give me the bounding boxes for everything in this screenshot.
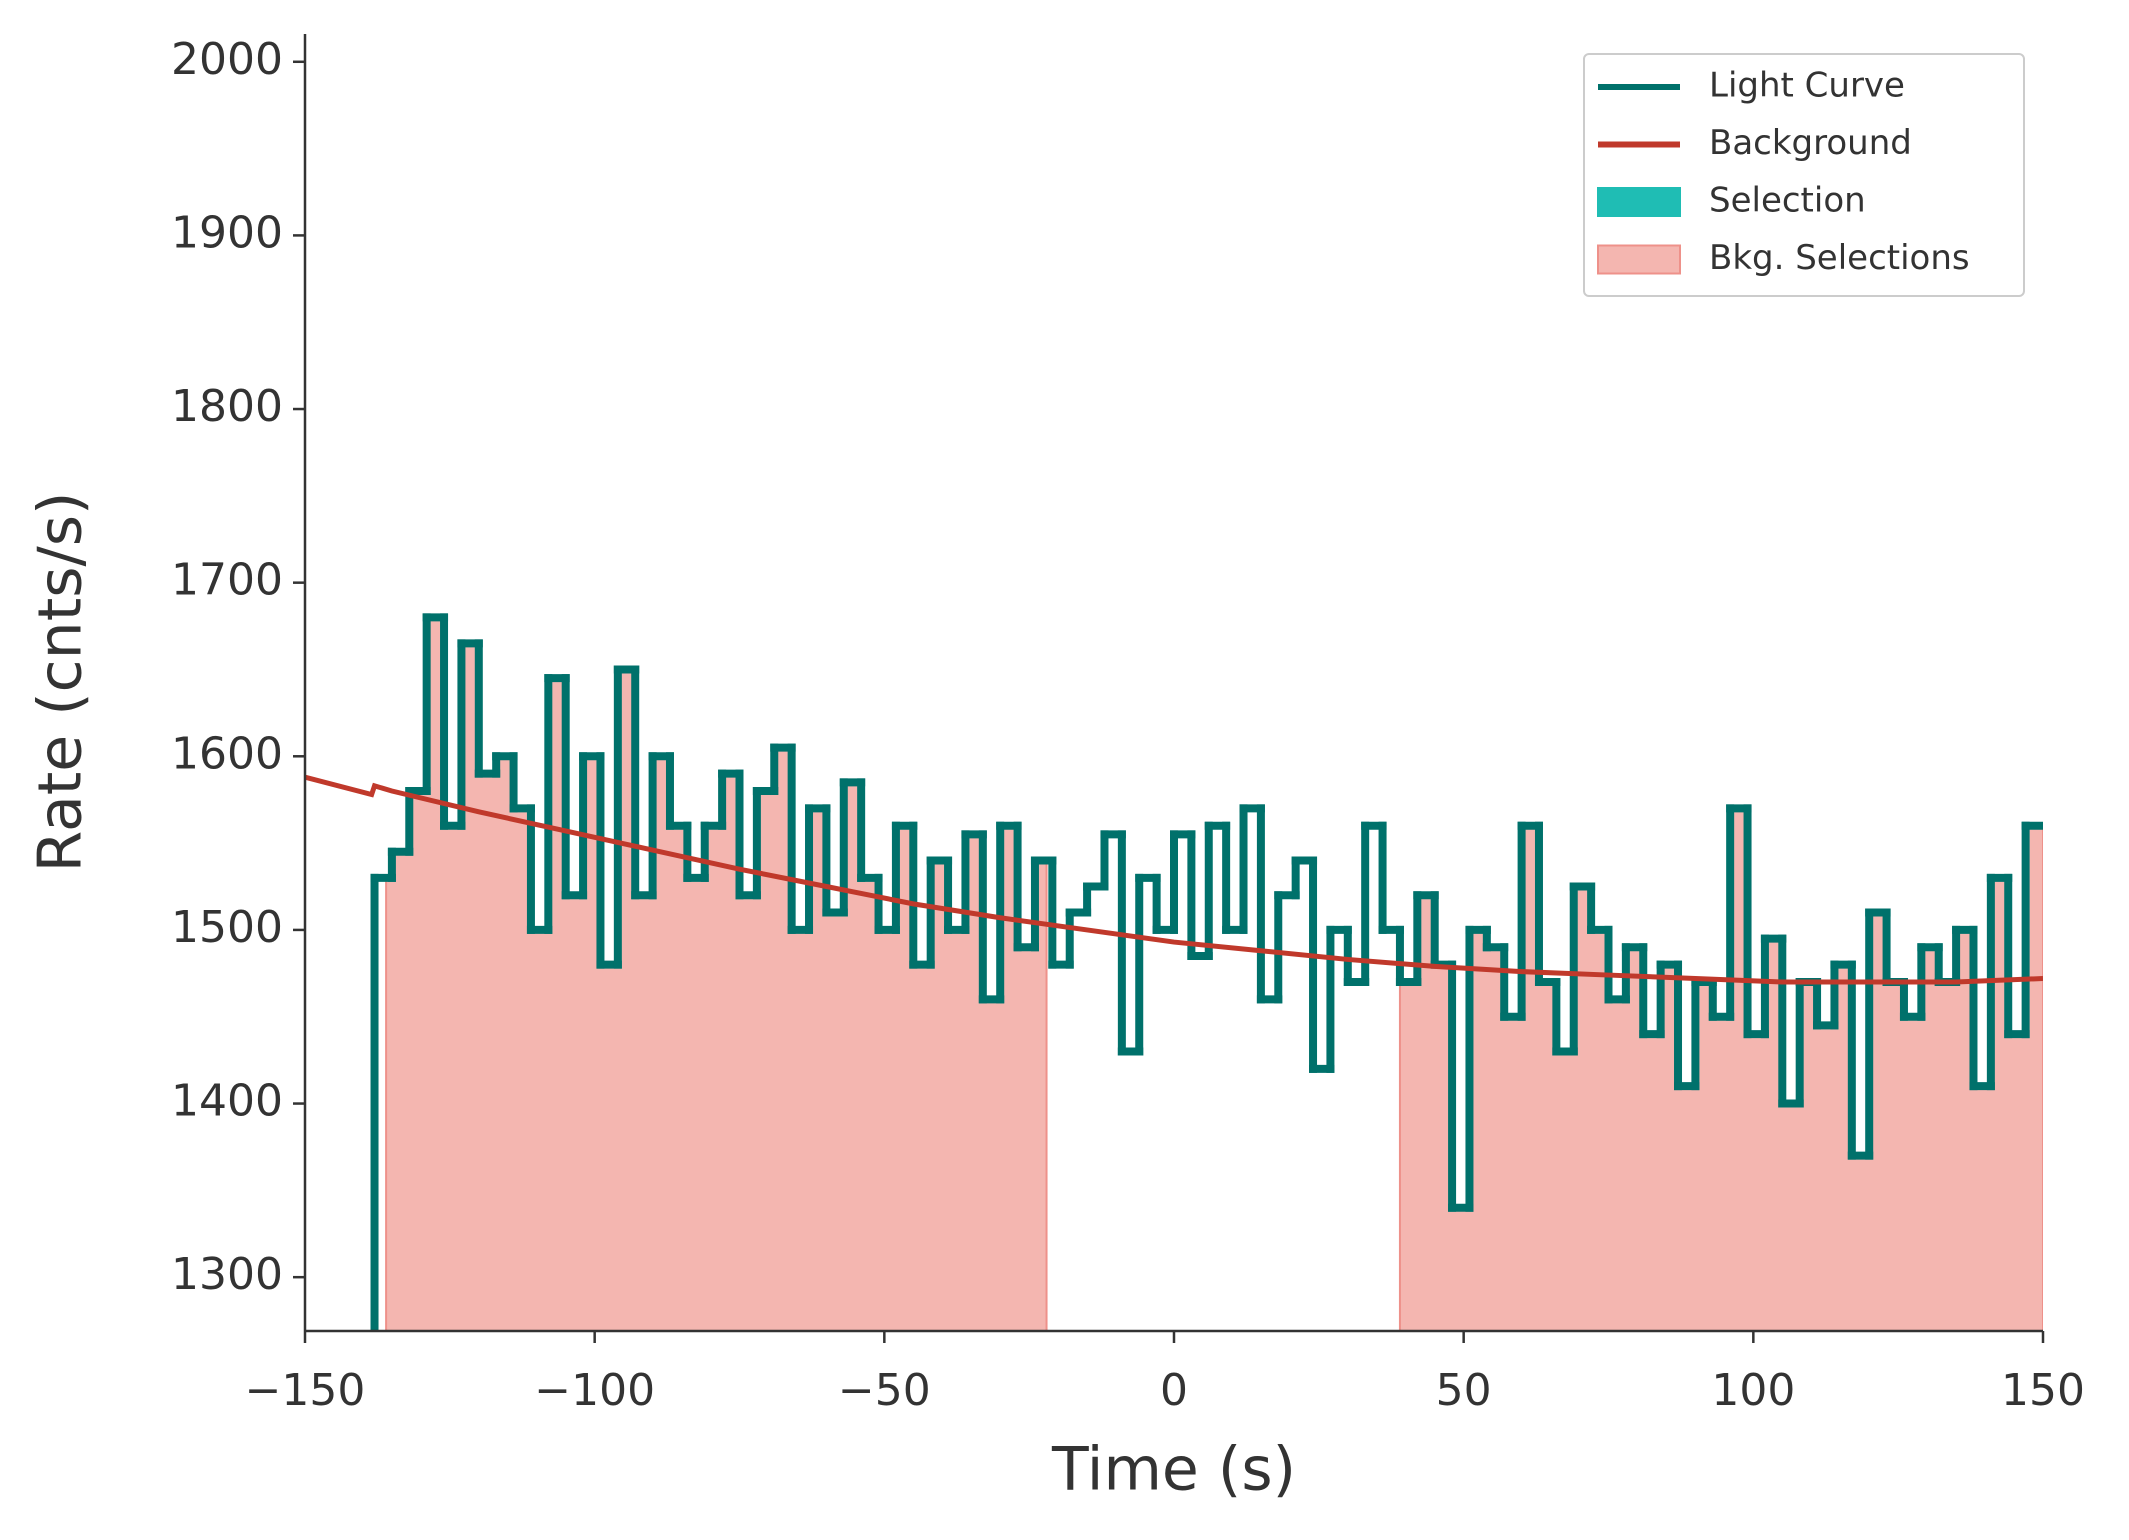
legend-box xyxy=(1583,53,2025,297)
plot-area xyxy=(305,613,2043,1331)
bkg-selection-area xyxy=(1817,1025,1835,1331)
y-tick-label: 1300 xyxy=(171,1249,283,1300)
bkg-selection-area xyxy=(913,964,932,1331)
bkg-selection-area xyxy=(1486,947,1505,1331)
bkg-selection-area xyxy=(444,825,462,1331)
bkg-selection-area xyxy=(1643,1034,1662,1331)
x-axis-label: Time (s) xyxy=(1051,1435,1296,1505)
x-tick-label: 0 xyxy=(1160,1365,1188,1416)
y-tick-label: 2000 xyxy=(171,34,283,85)
bkg-selection-area xyxy=(565,895,584,1331)
x-tick-label: −50 xyxy=(838,1365,931,1416)
bkg-selection-area xyxy=(756,791,775,1331)
x-tick-label: −100 xyxy=(534,1365,655,1416)
bkg-selection-area xyxy=(739,895,758,1331)
bkg-selection-area xyxy=(530,929,549,1331)
x-tick-label: −150 xyxy=(245,1365,366,1416)
y-tick-label: 1500 xyxy=(171,902,283,953)
y-axis-label: Rate (cnts/s) xyxy=(26,492,96,873)
bkg-selection-area xyxy=(386,877,393,1331)
bkg-selection-area xyxy=(1869,912,1888,1331)
bkg-selection-area xyxy=(948,929,966,1331)
bkg-selection-area xyxy=(930,860,949,1331)
legend-label: Bkg. Selections xyxy=(1709,238,1970,278)
x-tick-label: 150 xyxy=(2001,1365,2085,1416)
bkg-selection-area xyxy=(843,782,862,1331)
bkg-selection-area xyxy=(1538,982,1557,1331)
bkg-selection-area xyxy=(809,808,827,1331)
bkg-selection-area xyxy=(704,825,723,1331)
bkg-selection-area xyxy=(1921,947,1940,1331)
bkg-selection-area xyxy=(1625,947,1644,1331)
bkg-selection-area xyxy=(1973,1086,1992,1331)
bkg-selection-area xyxy=(1712,1016,1731,1331)
bkg-selection-area xyxy=(409,791,428,1331)
bkg-selection-area xyxy=(1452,1207,1470,1331)
legend-label: Selection xyxy=(1709,181,1866,221)
bkg-selection-area xyxy=(1695,982,1714,1331)
bkg-selection-area xyxy=(1903,1016,1922,1331)
bkg-selection-area xyxy=(496,756,515,1331)
bkg-selection-area xyxy=(1399,982,1418,1331)
y-tick-label: 1400 xyxy=(171,1076,283,1127)
bkg-selection-area xyxy=(722,773,740,1331)
bkg-selection-area xyxy=(1799,982,1818,1331)
bkg-selection-area xyxy=(1886,982,1905,1331)
bkg-selection-area xyxy=(1000,825,1019,1331)
bkg-selection-area xyxy=(391,851,410,1331)
y-tick-label: 1800 xyxy=(171,381,283,432)
bkg-selection-area xyxy=(1938,982,1957,1331)
bkg-selection-area xyxy=(1573,886,1592,1331)
bkg-selection-area xyxy=(1034,860,1048,1331)
x-tick-label: 100 xyxy=(1711,1365,1795,1416)
bkg-selection-area xyxy=(635,895,654,1331)
y-tick-label: 1600 xyxy=(171,728,283,779)
bkg-selection-area xyxy=(878,929,897,1331)
bkg-selection-area xyxy=(600,964,619,1331)
bkg-selection-area xyxy=(1851,1155,1870,1331)
bkg-selection-area xyxy=(478,773,497,1331)
bkg-selection-area xyxy=(791,929,810,1331)
bkg-selection-area xyxy=(1017,947,1036,1331)
bkg-selection-area xyxy=(687,877,706,1331)
bkg-selection-area xyxy=(2008,1034,2027,1331)
legend-swatch xyxy=(1597,187,1681,217)
bkg-selection-area xyxy=(1747,1034,1766,1331)
bkg-selection-area xyxy=(1556,1051,1575,1331)
x-tick-label: 50 xyxy=(1436,1365,1492,1416)
y-tick-label: 1700 xyxy=(171,555,283,606)
bkg-selection-area xyxy=(861,877,880,1331)
bkg-selection-area xyxy=(652,756,671,1331)
bkg-selection-area xyxy=(1591,929,1609,1331)
bkg-selection-area xyxy=(2025,825,2043,1331)
legend-label: Background xyxy=(1709,123,1912,163)
bkg-selection-area xyxy=(1469,929,1488,1331)
bkg-selection-area xyxy=(461,643,480,1331)
bkg-selection-area xyxy=(513,808,532,1331)
bkg-selection-area xyxy=(1417,895,1436,1331)
y-tick-label: 1900 xyxy=(171,207,283,258)
bkg-selection-area xyxy=(1608,999,1627,1331)
bkg-selection-area xyxy=(982,999,1001,1331)
bkg-selection-area xyxy=(826,912,845,1331)
legend-label: Light Curve xyxy=(1709,66,1905,106)
bkg-selection-area xyxy=(1504,1016,1523,1331)
bkg-selection-area xyxy=(1678,1086,1696,1331)
bkg-selection-area xyxy=(1782,1103,1801,1331)
bkg-selection-area xyxy=(669,825,688,1331)
background-line xyxy=(305,774,2043,985)
legend-swatch xyxy=(1597,244,1681,275)
